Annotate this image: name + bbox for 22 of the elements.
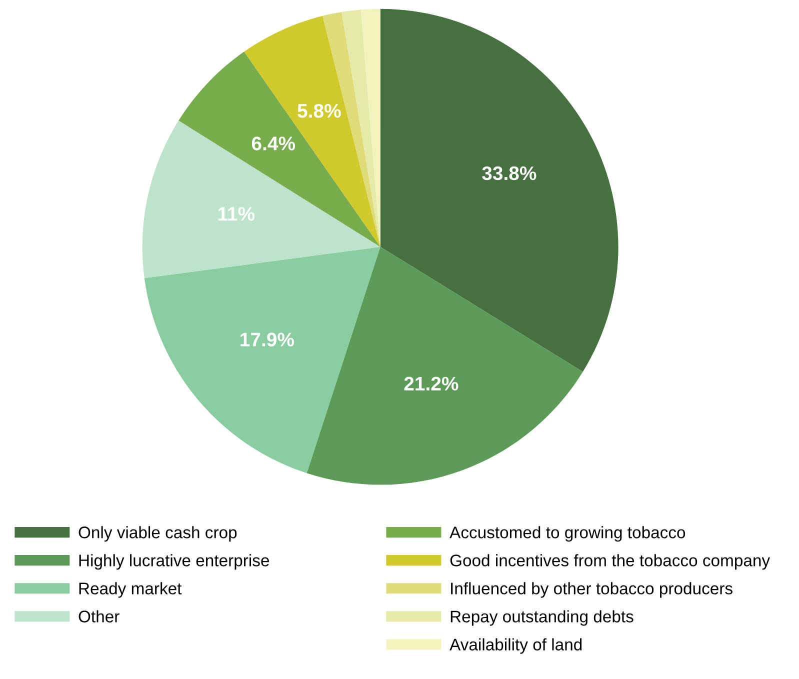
pie-slice <box>360 8 380 247</box>
legend-label: Other <box>78 610 120 622</box>
pie-slice <box>380 8 618 372</box>
data-label: 17.9% <box>240 332 294 346</box>
pie-slice <box>306 246 583 485</box>
legend-label: Availability of land <box>450 638 582 654</box>
legend-label: Accustomed to growing tobacco <box>450 526 686 542</box>
legend-label: Influenced by other tobacco producers <box>451 582 732 598</box>
legend-label: Good incentives from the tobacco company <box>450 554 770 570</box>
data-label: 6.4% <box>252 136 296 150</box>
data-label: 11% <box>218 207 255 221</box>
legend-label: Repay outstanding debts <box>450 610 634 626</box>
data-label: 21.2% <box>404 376 458 391</box>
data-label: 33.8% <box>482 166 536 180</box>
data-label: 5.8% <box>298 104 341 118</box>
legend-label: Only viable cash crop <box>78 526 237 542</box>
pie-slice <box>142 120 380 278</box>
pie-slice <box>144 246 380 474</box>
legend-label: Ready market <box>79 582 182 598</box>
pie-slice <box>178 52 380 247</box>
pie-slice <box>342 10 380 247</box>
legend-label: Highly lucrative enterprise <box>79 554 269 570</box>
